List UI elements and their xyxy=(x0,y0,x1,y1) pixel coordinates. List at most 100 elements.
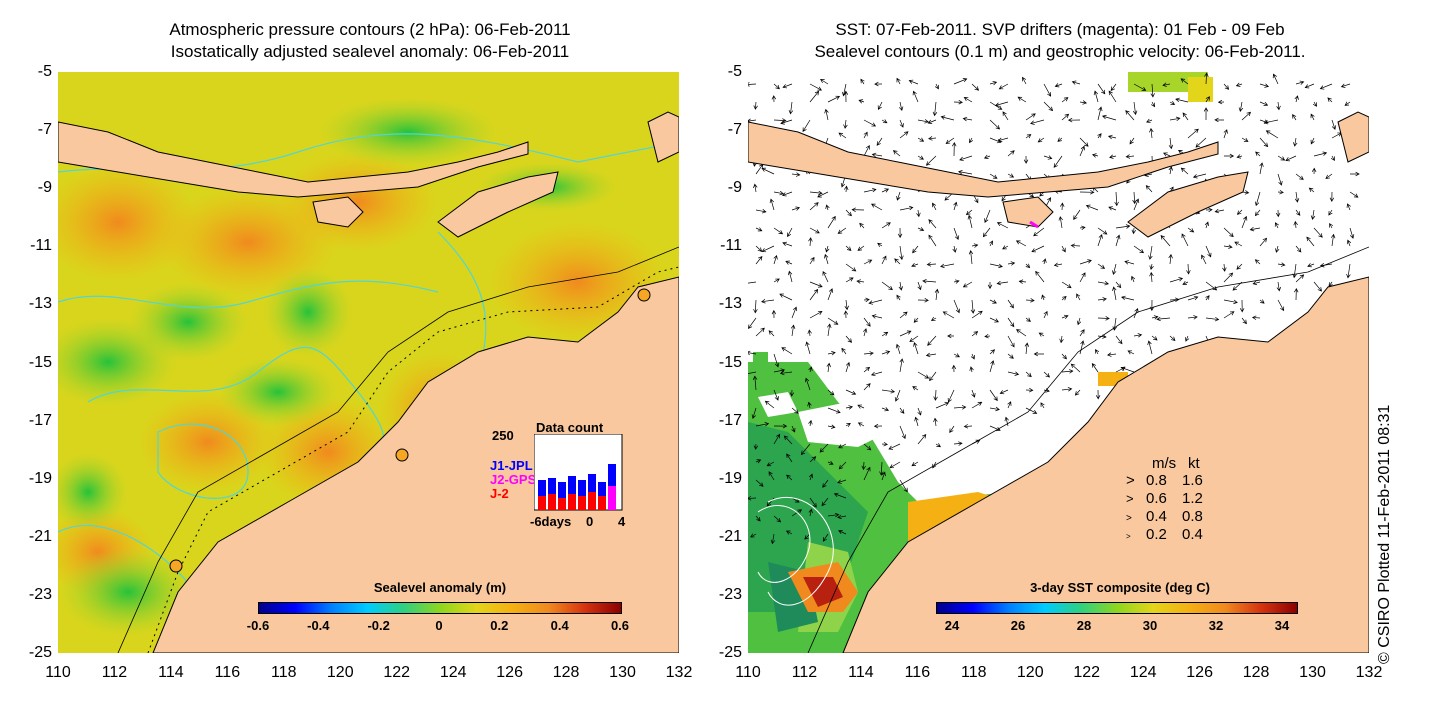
longitude-tick-label: 126 xyxy=(1186,664,1213,681)
longitude-tick-label: 112 xyxy=(791,664,818,681)
velocity-arrow xyxy=(989,119,1001,130)
latitude-tick-label: -7 xyxy=(37,121,52,139)
velocity-arrow xyxy=(1255,151,1261,157)
longitude-tick-label: 122 xyxy=(383,664,411,681)
velocity-arrow xyxy=(881,407,890,412)
latitude-tick-label: -5 xyxy=(37,63,52,80)
velocity-arrow xyxy=(1112,286,1117,301)
velocity-arrow xyxy=(802,119,811,133)
velocity-arrow xyxy=(858,99,865,104)
velocity-arrow xyxy=(1294,288,1299,301)
velocity-arrow xyxy=(1249,226,1261,232)
velocity-arrow xyxy=(809,83,823,91)
velocity-arrow xyxy=(1331,119,1337,130)
velocity-arrow xyxy=(845,209,852,217)
velocity-arrow xyxy=(1031,245,1045,253)
velocity-arrow xyxy=(1328,209,1333,216)
velocity-arrow xyxy=(1130,275,1136,283)
velocity-arrow xyxy=(1037,137,1045,143)
velocity-arrow xyxy=(791,172,801,177)
velocity-arrow xyxy=(1149,271,1154,283)
velocity-arrow xyxy=(843,90,849,103)
velocity-arrow xyxy=(863,466,871,481)
velocity-arrow xyxy=(989,263,1003,269)
velocity-arrow xyxy=(1133,245,1145,254)
velocity-arrow xyxy=(947,389,955,403)
velocity-arrow xyxy=(953,201,958,211)
velocity-arrow xyxy=(1203,107,1209,121)
velocity-arrow xyxy=(1007,261,1016,266)
velocity-arrow xyxy=(1241,137,1249,142)
legend-kt-value: 1.2 xyxy=(1182,490,1203,507)
velocity-arrow xyxy=(881,281,893,291)
velocity-arrow xyxy=(1236,263,1243,270)
velocity-arrow xyxy=(1067,117,1081,123)
velocity-arrow xyxy=(889,461,901,469)
velocity-arrow xyxy=(1329,222,1334,229)
velocity-arrow xyxy=(999,389,1009,395)
velocity-arrow xyxy=(748,350,757,356)
velocity-arrow xyxy=(971,401,983,409)
velocity-arrow xyxy=(1295,173,1304,180)
velocity-arrow xyxy=(1024,342,1030,355)
credit-text: © CSIRO Plotted 11-Feb-2011 08:31 xyxy=(1376,404,1393,664)
velocity-arrow xyxy=(748,82,757,87)
velocity-arrow xyxy=(949,425,955,434)
velocity-arrow xyxy=(925,352,937,358)
velocity-arrow xyxy=(1091,153,1099,158)
velocity-arrow xyxy=(787,227,793,238)
velocity-arrow xyxy=(837,514,847,520)
velocity-arrow xyxy=(1007,371,1020,376)
velocity-arrow xyxy=(863,259,873,265)
velocity-arrow xyxy=(1277,173,1283,186)
velocity-arrow xyxy=(1002,245,1009,250)
velocity-arrow xyxy=(1043,310,1048,319)
velocity-arrow xyxy=(1241,215,1248,229)
velocity-arrow xyxy=(1204,72,1209,85)
velocity-arrow xyxy=(1004,416,1009,427)
velocity-arrow xyxy=(879,461,884,476)
velocity-arrow xyxy=(917,407,922,416)
velocity-arrow xyxy=(989,389,998,402)
colorbar-tick-label: 26 xyxy=(1010,618,1026,633)
velocity-arrow xyxy=(786,474,793,481)
velocity-arrow xyxy=(983,154,991,159)
velocity-arrow xyxy=(899,205,914,211)
velocity-arrow xyxy=(1061,387,1073,392)
velocity-arrow xyxy=(1132,101,1138,116)
velocity-arrow xyxy=(1053,155,1063,168)
latitude-tick-label: -11 xyxy=(30,237,52,255)
longitude-tick-label: 126 xyxy=(496,664,523,681)
velocity-arrow xyxy=(837,227,847,234)
velocity-arrow xyxy=(1025,263,1031,269)
velocity-arrow xyxy=(1205,245,1212,258)
velocity-arrow xyxy=(953,353,960,358)
velocity-arrow xyxy=(838,530,847,535)
velocity-arrow xyxy=(917,281,922,291)
longitude-tick-label: 130 xyxy=(1299,664,1326,681)
velocity-arrow xyxy=(826,362,831,373)
velocity-arrow xyxy=(808,473,814,481)
velocity-arrow xyxy=(1304,83,1315,89)
velocity-arrow xyxy=(952,141,957,157)
right-colorbar-title: 3-day SST composite (deg C) xyxy=(1030,580,1210,595)
velocity-arrow xyxy=(940,115,955,121)
velocity-arrow xyxy=(1325,173,1333,179)
velocity-arrow xyxy=(1313,151,1328,157)
velocity-arrow xyxy=(1259,83,1270,88)
velocity-arrow xyxy=(1346,239,1352,247)
velocity-arrow xyxy=(1108,206,1117,211)
velocity-arrow xyxy=(1070,363,1081,373)
velocity-arrow xyxy=(827,424,836,429)
velocity-arrow xyxy=(827,317,839,325)
colorbar-tick-label: -0.2 xyxy=(367,618,390,633)
velocity-arrow xyxy=(1125,110,1135,121)
right-colorbar-gradient xyxy=(936,602,1298,614)
velocity-arrow xyxy=(945,137,955,144)
velocity-arrow xyxy=(984,209,991,223)
velocity-arrow xyxy=(1310,137,1315,145)
legend-ms-value: 0.2 xyxy=(1146,526,1167,543)
velocity-arrow xyxy=(1259,237,1268,247)
velocity-arrow xyxy=(786,453,793,463)
velocity-legend-row: >0.8 1.6 xyxy=(1126,472,1203,489)
